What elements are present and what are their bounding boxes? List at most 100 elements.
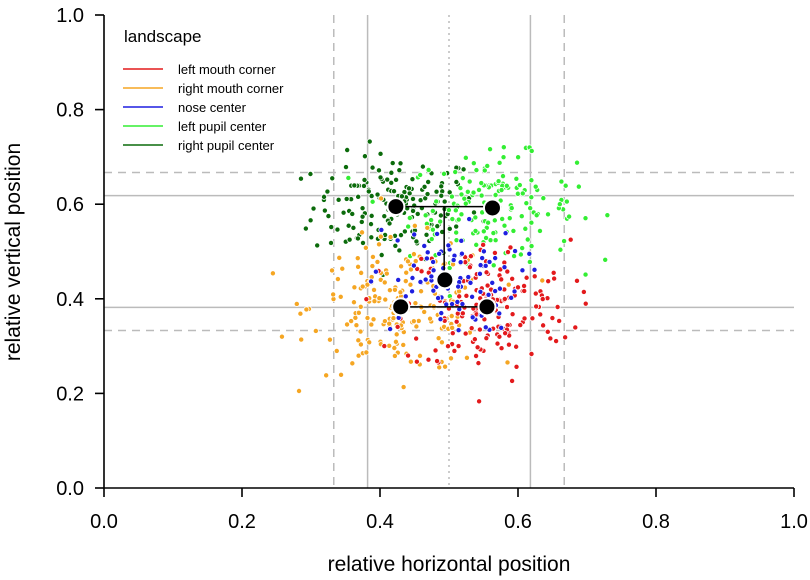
data-point xyxy=(501,222,508,229)
data-point xyxy=(480,228,487,235)
data-point xyxy=(475,360,482,367)
data-point xyxy=(528,194,535,201)
data-point xyxy=(326,336,333,343)
data-point xyxy=(470,189,477,196)
x-tick-label: 1.0 xyxy=(780,511,808,533)
data-point xyxy=(417,171,424,178)
data-point xyxy=(435,335,442,342)
data-point xyxy=(428,273,435,280)
data-point xyxy=(540,322,547,329)
data-point xyxy=(339,265,346,272)
data-point xyxy=(456,293,463,300)
x-tick-label: 0.2 xyxy=(228,511,256,533)
data-point xyxy=(405,223,412,230)
data-point xyxy=(400,341,407,348)
data-point xyxy=(416,352,423,359)
data-point xyxy=(494,340,501,347)
data-point xyxy=(334,226,341,233)
data-point xyxy=(453,237,460,244)
legend-label: left mouth corner xyxy=(178,62,276,77)
data-point xyxy=(519,190,526,197)
y-tick-label: 0.2 xyxy=(56,383,84,405)
data-point xyxy=(487,146,494,153)
y-tick-label: 1.0 xyxy=(56,5,84,27)
data-point xyxy=(496,333,503,340)
data-point xyxy=(512,248,519,255)
data-point xyxy=(278,333,285,340)
data-point xyxy=(329,175,336,182)
data-point xyxy=(510,227,517,234)
data-point xyxy=(483,234,490,241)
data-point xyxy=(485,291,492,298)
data-point xyxy=(409,176,416,183)
data-point xyxy=(425,166,432,173)
data-point xyxy=(361,153,368,160)
data-point xyxy=(528,350,535,357)
data-point xyxy=(468,325,475,332)
data-point xyxy=(539,277,546,284)
data-point xyxy=(389,160,396,167)
data-point xyxy=(398,232,405,239)
data-point xyxy=(425,178,432,185)
data-point xyxy=(357,303,364,310)
data-point xyxy=(359,213,366,220)
y-axis-ticks: 0.0 0.2 0.4 0.6 0.8 1.0 xyxy=(56,5,104,500)
data-point xyxy=(334,276,341,283)
data-point xyxy=(449,216,456,223)
data-point xyxy=(436,250,443,257)
x-tick-label: 0.0 xyxy=(90,511,118,533)
data-point xyxy=(567,236,574,243)
data-point xyxy=(518,213,525,220)
data-point xyxy=(354,255,361,262)
data-point xyxy=(359,239,366,246)
data-point xyxy=(350,299,357,306)
data-point xyxy=(413,238,420,245)
data-point xyxy=(562,182,569,189)
data-point xyxy=(293,300,300,307)
data-point xyxy=(466,178,473,185)
data-point xyxy=(424,249,431,256)
data-point xyxy=(508,294,515,301)
data-point xyxy=(410,262,417,269)
data-point xyxy=(410,251,417,258)
data-point xyxy=(545,211,552,218)
data-point xyxy=(434,223,441,230)
data-point xyxy=(345,174,352,181)
data-point xyxy=(457,185,464,192)
data-point xyxy=(462,154,469,161)
data-point xyxy=(528,177,535,184)
data-point xyxy=(582,300,589,307)
data-point xyxy=(499,173,506,180)
data-point xyxy=(558,178,565,185)
data-point xyxy=(355,263,362,270)
data-point xyxy=(478,180,485,187)
data-point xyxy=(349,360,356,367)
data-point xyxy=(407,281,414,288)
data-point xyxy=(513,363,520,370)
data-point xyxy=(333,347,340,354)
data-point xyxy=(411,202,418,209)
data-point xyxy=(500,144,507,151)
data-point xyxy=(338,371,345,378)
data-point xyxy=(369,253,376,260)
data-point xyxy=(513,175,520,182)
data-point xyxy=(410,318,417,325)
data-point xyxy=(371,286,378,293)
x-axis-title: relative horizontal position xyxy=(328,553,571,576)
data-point xyxy=(539,296,546,303)
data-point xyxy=(369,198,376,205)
data-point xyxy=(450,257,457,264)
data-point xyxy=(445,207,452,214)
data-point xyxy=(406,214,413,221)
data-point xyxy=(434,230,441,237)
data-point xyxy=(527,205,534,212)
data-point xyxy=(405,352,412,359)
data-point xyxy=(425,356,432,363)
data-point xyxy=(508,205,515,212)
data-point xyxy=(412,300,419,307)
data-point xyxy=(374,258,381,265)
data-point xyxy=(423,255,430,262)
data-point xyxy=(357,328,364,335)
data-point xyxy=(370,316,377,323)
data-point xyxy=(430,258,437,265)
